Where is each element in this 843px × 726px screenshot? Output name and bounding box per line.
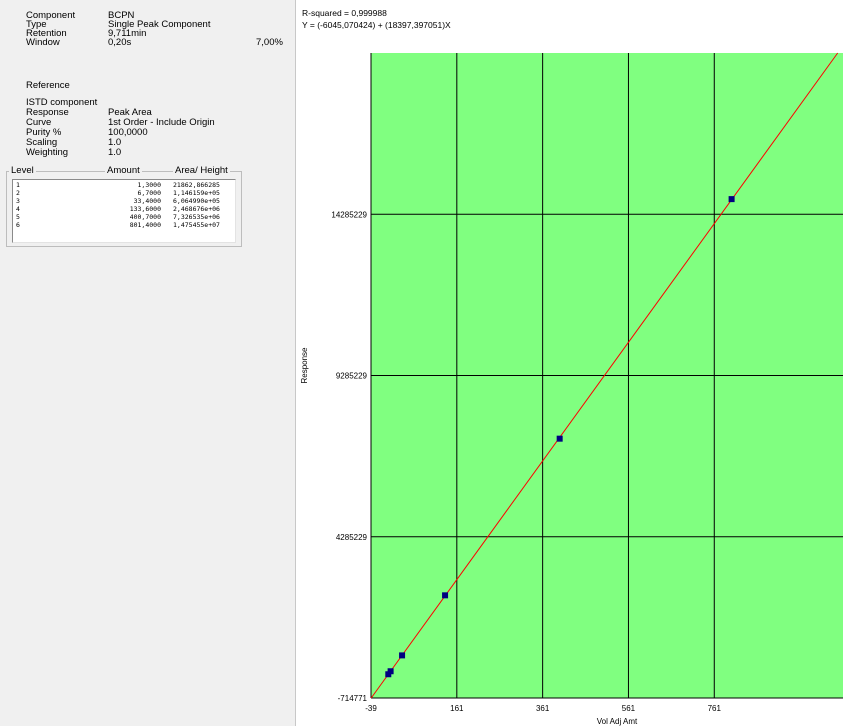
equation-text: Y = (-6045,070424) + (18397,397051)X [302, 20, 451, 30]
reference-label: Reference [26, 80, 70, 91]
type-value: Single Peak Component [108, 19, 211, 30]
x-tick-label: -39 [365, 704, 377, 713]
calibration-plot[interactable]: -39 161 361 561 761 -714771 4285229 9285229 1428… [297, 0, 843, 726]
window-label: Window [26, 37, 60, 48]
calibration-levels-group: Level Amount Area/ Height 1 1,3000 21862… [6, 165, 242, 247]
window-value: 0,20s [108, 37, 132, 48]
retention-value: 9,711min [108, 28, 147, 39]
component-details-panel: Component BCPN Type Single Peak Componen… [0, 0, 296, 726]
component-value: BCPN [108, 10, 135, 21]
x-tick-label: 561 [622, 704, 636, 713]
table-row[interactable]: 5 400,7000 7,326535e+06 [13, 213, 235, 221]
table-row[interactable]: 3 33,4000 6,064990e+05 [13, 197, 235, 205]
level-cell: 1 [16, 181, 20, 189]
data-point [556, 435, 563, 442]
window-row: Window 0,20s 7,00% [26, 38, 286, 48]
table-row[interactable]: 4 133,6000 2,468676e+06 [13, 205, 235, 213]
curve-label: Curve [26, 117, 52, 128]
table-row[interactable]: 2 6,7000 1,146159e+05 [13, 189, 235, 197]
y-tick-label: 14285229 [331, 210, 367, 219]
x-axis-label: Vol Adj Amt [597, 717, 638, 726]
table-row[interactable]: 1 1,3000 21862,866285 [13, 181, 235, 189]
amount-cell: 33,4000 [133, 197, 161, 205]
window-percent: 7,00% [256, 37, 283, 48]
fit-line [370, 52, 839, 699]
y-axis-label: Response [300, 347, 309, 384]
weighting-value: 1.0 [108, 147, 122, 158]
response-label: Response [26, 107, 69, 118]
amount-cell: 400,7000 [129, 213, 161, 221]
level-cell: 3 [16, 197, 20, 205]
area-cell: 1,146159e+05 [173, 189, 220, 197]
purity-value: 100,0000 [108, 127, 148, 138]
level-cell: 4 [16, 205, 20, 213]
istd-label: ISTD component [26, 97, 98, 108]
amount-cell: 6,7000 [137, 189, 161, 197]
amount-cell: 1,3000 [137, 181, 161, 189]
calibration-chart-panel: R-squared = 0,999988 Y = (-6045,070424) … [297, 0, 843, 726]
area-cell: 21862,866285 [173, 181, 220, 189]
y-tick-label: 4285229 [336, 533, 368, 542]
area-cell: 1,475455e+07 [173, 221, 220, 229]
x-tick-label: 361 [536, 704, 550, 713]
level-header: Level [9, 165, 36, 177]
level-cell: 6 [16, 221, 20, 229]
amount-cell: 133,6000 [129, 205, 161, 213]
y-tick-label: 9285229 [336, 372, 368, 381]
y-tick-label: -714771 [338, 694, 368, 703]
data-point [399, 652, 406, 659]
data-point [387, 668, 394, 675]
retention-label: Retention [26, 28, 67, 39]
component-label: Component [26, 10, 76, 21]
area-cell: 2,468676e+06 [173, 205, 220, 213]
area-height-header: Area/ Height [173, 165, 230, 177]
area-cell: 6,064990e+05 [173, 197, 220, 205]
level-cell: 2 [16, 189, 20, 197]
purity-label: Purity % [26, 127, 62, 138]
response-value: Peak Area [108, 107, 152, 118]
level-cell: 5 [16, 213, 20, 221]
amount-header: Amount [105, 165, 142, 177]
r-squared-text: R-squared = 0,999988 [302, 8, 387, 18]
area-cell: 7,326535e+06 [173, 213, 220, 221]
type-label: Type [26, 19, 47, 30]
scaling-label: Scaling [26, 137, 58, 148]
table-row[interactable]: 6 801,4000 1,475455e+07 [13, 221, 235, 229]
x-tick-label: 161 [450, 704, 464, 713]
scaling-value: 1.0 [108, 137, 122, 148]
curve-value: 1st Order - Include Origin [108, 117, 215, 128]
x-tick-label: 761 [708, 704, 722, 713]
weighting-label: Weighting [26, 147, 69, 158]
data-point [442, 592, 449, 599]
data-point [728, 196, 735, 203]
amount-cell: 801,4000 [129, 221, 161, 229]
calibration-levels-list[interactable]: 1 1,3000 21862,866285 2 6,7000 1,146159e… [12, 179, 236, 243]
